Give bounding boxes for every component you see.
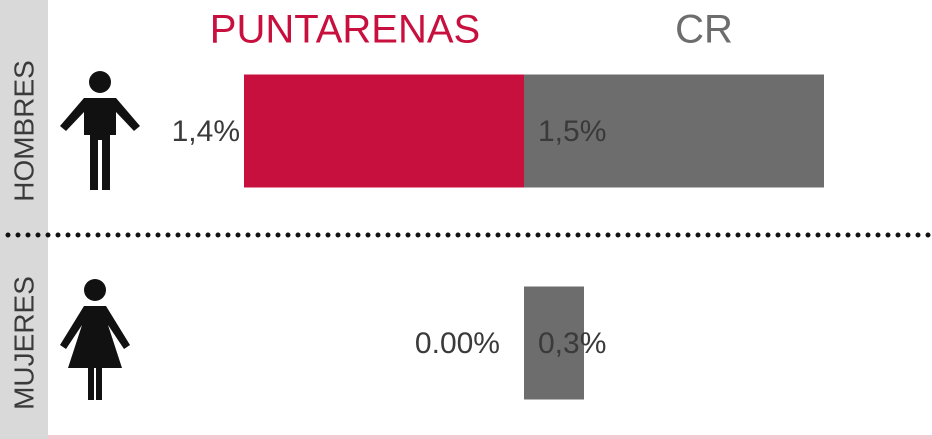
value-label: 0,3% (538, 327, 606, 360)
category-label: HOMBRES (8, 60, 39, 202)
value-label: 1,4% (172, 115, 240, 148)
bar (244, 74, 524, 188)
legend-entry: PUNTARENAS (210, 8, 480, 52)
bottom-rule (48, 435, 932, 439)
woman-icon (60, 279, 130, 400)
value-label: 0.00% (415, 327, 500, 360)
category-strip (0, 0, 48, 439)
bar (524, 74, 824, 188)
legend-entry: CR (675, 8, 733, 52)
category-label: MUJERES (8, 276, 39, 410)
bar (524, 286, 584, 400)
value-label: 1,5% (538, 115, 606, 148)
man-icon (60, 71, 140, 190)
